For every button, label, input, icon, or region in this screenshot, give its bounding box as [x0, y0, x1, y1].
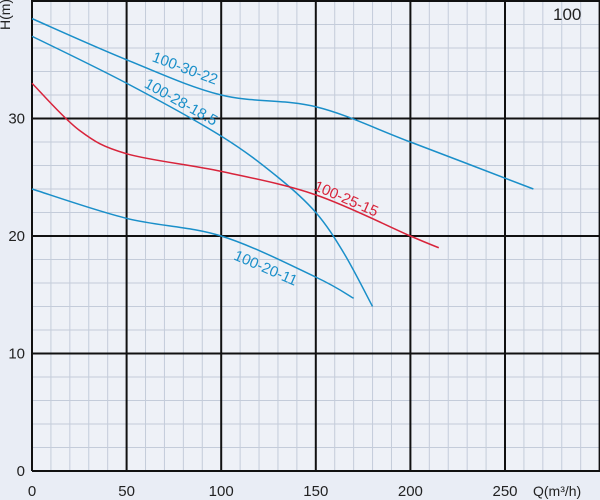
curves — [31, 17, 534, 307]
x-tick-label: 200 — [398, 483, 423, 500]
curve-100-30-22 — [31, 17, 534, 190]
y-axis-label: H(m) — [0, 0, 13, 30]
tick-labels: 0 50 100 150 200 250 0 10 20 30 — [8, 111, 517, 500]
curve-100-20-11 — [31, 188, 355, 299]
curve-100-28-18.5 — [31, 35, 374, 307]
x-tick-label: 150 — [303, 483, 328, 500]
x-tick-label: 50 — [118, 483, 135, 500]
y-tick-label: 30 — [8, 111, 25, 128]
x-tick-label: 100 — [209, 483, 234, 500]
x-tick-label: 250 — [492, 483, 517, 500]
chart-title: 100 — [553, 5, 581, 24]
y-tick-label: 10 — [8, 346, 25, 363]
x-tick-label: 0 — [28, 483, 36, 500]
curve-100-25-15 — [31, 82, 440, 249]
x-axis-label: Q(m³/h) — [533, 483, 581, 499]
y-tick-label: 20 — [8, 228, 25, 245]
y-tick-label: 0 — [17, 463, 25, 480]
